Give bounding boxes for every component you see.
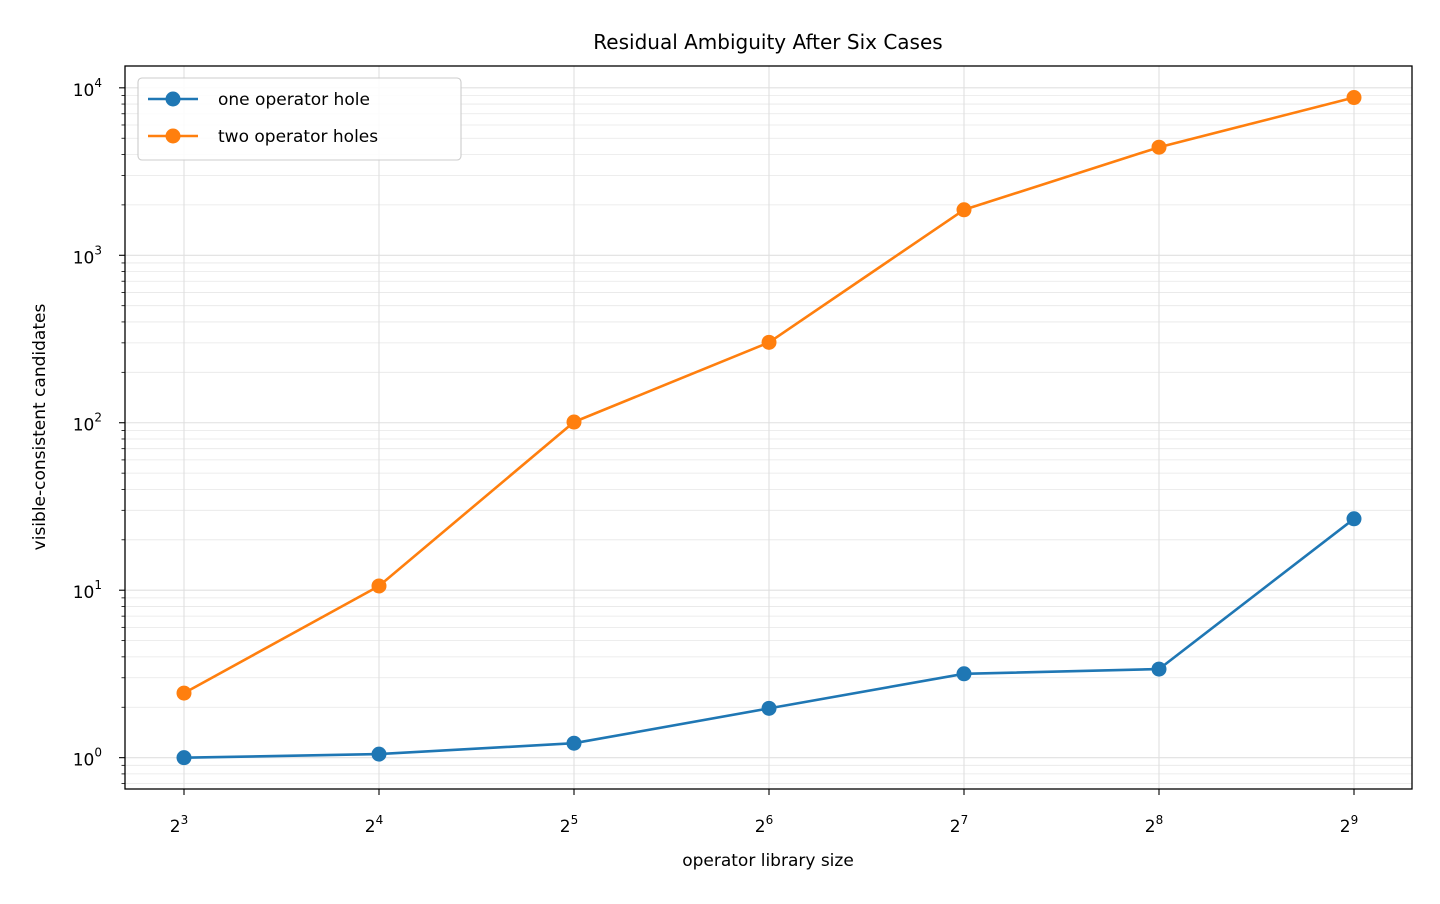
- series-2-point: [1346, 90, 1362, 106]
- x-tick-label-base: 2: [1145, 817, 1156, 837]
- chart-title: Residual Ambiguity After Six Cases: [593, 30, 942, 54]
- y-tick-label-exp: 2: [94, 411, 102, 425]
- series-1-point: [956, 666, 972, 682]
- series-2-point: [176, 685, 192, 701]
- x-tick-label: 24: [365, 813, 383, 837]
- y-tick-label-exp: 4: [94, 76, 102, 90]
- legend: one operator hole two operator holes: [137, 77, 462, 161]
- series-1-point: [761, 700, 777, 716]
- x-tick-label: 29: [1340, 813, 1358, 837]
- series-layer: [176, 90, 1362, 766]
- series-1-point: [566, 735, 582, 751]
- legend-marker-2: [165, 128, 181, 144]
- series-2-point: [371, 578, 387, 594]
- y-tick-label: 104: [73, 76, 102, 101]
- y-tick-label: 102: [73, 411, 102, 436]
- series-1-point: [1151, 661, 1167, 677]
- y-tick-label-base: 10: [73, 751, 95, 771]
- x-tick-label-base: 2: [950, 817, 961, 837]
- y-tick-label-base: 10: [73, 81, 95, 101]
- x-tick-label: 23: [170, 813, 188, 837]
- x-tick-label: 27: [950, 813, 968, 837]
- series-1-point: [176, 750, 192, 766]
- x-tick-label-exp: 8: [1156, 813, 1164, 827]
- y-tick-label: 100: [73, 746, 102, 771]
- series-2-point: [1151, 139, 1167, 155]
- series-1-point: [371, 746, 387, 762]
- y-tick-label-base: 10: [73, 248, 95, 268]
- x-tick-label-base: 2: [755, 817, 766, 837]
- y-tick-label-exp: 0: [94, 746, 102, 760]
- x-tick-label-exp: 3: [181, 813, 189, 827]
- y-tick-label: 101: [73, 578, 102, 603]
- y-tick-label-base: 10: [73, 583, 95, 603]
- y-tick-label: 103: [73, 243, 102, 268]
- legend-label-2: two operator holes: [218, 127, 378, 147]
- x-tick-label: 26: [755, 813, 773, 837]
- x-tick-label: 28: [1145, 813, 1163, 837]
- legend-label-1: one operator hole: [218, 90, 370, 110]
- x-tick-label: 25: [560, 813, 578, 837]
- legend-marker-1: [165, 91, 181, 107]
- x-tick-label-base: 2: [560, 817, 571, 837]
- x-tick-label-base: 2: [365, 817, 376, 837]
- series-1-point: [1346, 511, 1362, 527]
- x-axis-label: operator library size: [682, 851, 854, 871]
- y-axis-label: visible-consistent candidates: [30, 304, 50, 551]
- series-2-point: [761, 334, 777, 350]
- x-tick-label-base: 2: [170, 817, 181, 837]
- x-tick-label-exp: 4: [376, 813, 384, 827]
- x-tick-label-exp: 5: [571, 813, 579, 827]
- plot-frame: [124, 65, 1413, 790]
- x-tick-label-base: 2: [1340, 817, 1351, 837]
- y-tick-label-exp: 1: [94, 578, 102, 592]
- series-2-point: [956, 202, 972, 218]
- x-tick-label-exp: 7: [961, 813, 969, 827]
- y-tick-label-exp: 3: [94, 243, 102, 257]
- x-tick-label-exp: 6: [766, 813, 774, 827]
- x-tick-label-exp: 9: [1351, 813, 1359, 827]
- series-2-point: [566, 414, 582, 430]
- y-tick-label-base: 10: [73, 416, 95, 436]
- legend-box: [137, 77, 462, 161]
